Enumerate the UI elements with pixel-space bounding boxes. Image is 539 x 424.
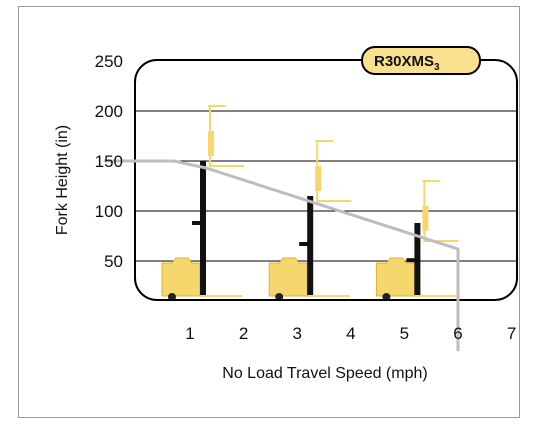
series-line-1: [104, 159, 460, 351]
x-tick-3: 3: [292, 324, 301, 343]
model-badge: R30XMS3: [361, 46, 481, 75]
series-point-3: [205, 167, 207, 169]
series-point-5: [457, 350, 459, 352]
series-point-1: [103, 160, 105, 162]
x-tick-2: 2: [239, 324, 248, 343]
truck-carriage: [315, 166, 322, 191]
model-badge-label: R30XMS3: [374, 53, 440, 73]
x-tick-1: 1: [185, 324, 194, 343]
truck-body: [375, 257, 415, 297]
truck-mast: [200, 161, 206, 296]
x-tick-labels: 1 2 3 4 5 6 7: [185, 324, 516, 343]
x-axis-title: No Load Travel Speed (mph): [222, 365, 427, 382]
truck-mast-crossbar: [299, 242, 312, 246]
truck-fork: [315, 140, 352, 202]
truck-fork: [208, 105, 244, 167]
truck-body: [161, 257, 201, 297]
series-point-2: [173, 160, 175, 162]
x-tick-6: 6: [453, 324, 462, 343]
truck-mast-crossbar: [406, 258, 419, 263]
truck-icon-3: [375, 180, 459, 300]
x-tick-7: 7: [507, 324, 516, 343]
series-layer: [103, 159, 460, 352]
model-badge-subscript: 3: [434, 62, 440, 73]
truck-mast-crossbar: [192, 221, 204, 225]
series-point-4: [457, 248, 459, 250]
truck-carriage: [208, 131, 214, 156]
truck-icon-2: [268, 140, 352, 300]
model-badge-text: R30XMS: [374, 53, 434, 70]
y-tick-100: 100: [95, 202, 123, 221]
y-tick-250: 250: [95, 52, 123, 71]
gridlines: [135, 110, 517, 262]
y-tick-150: 150: [95, 152, 123, 171]
y-tick-200: 200: [95, 102, 123, 121]
x-tick-4: 4: [346, 324, 355, 343]
truck-icon-1: [161, 105, 244, 300]
truck-carriage: [422, 206, 429, 231]
plot-area-border: [134, 59, 518, 301]
x-tick-5: 5: [400, 324, 409, 343]
truck-body: [268, 257, 308, 297]
y-axis-title: Fork Height (in): [54, 125, 71, 235]
truck-fork: [422, 180, 459, 242]
model-badge-box: [361, 46, 481, 75]
truck-icons: [161, 105, 459, 300]
y-tick-50: 50: [104, 252, 123, 271]
y-tick-labels: 50 100 150 200 250: [95, 52, 123, 271]
